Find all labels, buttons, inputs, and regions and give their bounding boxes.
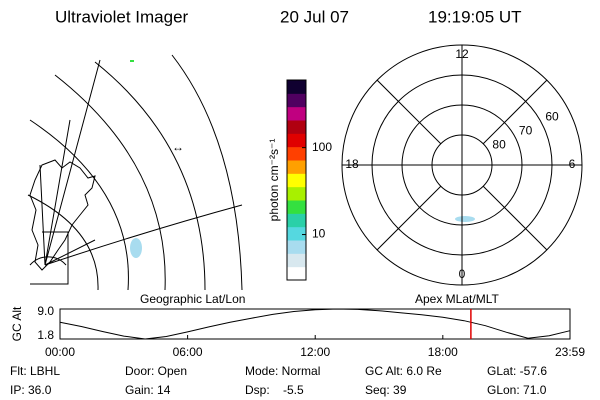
colorbar-swatch xyxy=(287,213,306,228)
colorbar-swatch xyxy=(287,120,306,134)
colorbar-label: photon cm⁻²s⁻¹ xyxy=(267,139,281,222)
time: 19:19:05 UT xyxy=(428,7,522,26)
polar-r-label: 80 xyxy=(492,137,506,151)
map-arc xyxy=(54,74,166,291)
map-frame xyxy=(29,231,69,285)
map-arc xyxy=(27,194,99,291)
colorbar-tick-label: 10 xyxy=(312,227,326,241)
panel-label: Apex MLat/MLT xyxy=(415,292,499,306)
geographic-map: ↔ xyxy=(27,54,243,291)
map-arc xyxy=(29,119,129,291)
status-field: Door: Open xyxy=(125,364,187,378)
y-tick-label: 9.0 xyxy=(37,304,54,318)
colorbar-swatch xyxy=(287,106,306,121)
polar-spoke xyxy=(482,185,548,251)
footer: Flt: LBHL Door: Open Mode: Normal GC Alt: 6… xyxy=(10,364,547,397)
map-tick: ↔ xyxy=(172,140,184,154)
emission xyxy=(130,238,142,258)
panel-label: Geographic Lat/Lon xyxy=(140,292,245,306)
colorbar-swatch xyxy=(287,240,306,254)
colorbar-swatch xyxy=(287,173,306,188)
colorbar-swatch xyxy=(287,200,306,214)
polar-spoke xyxy=(376,185,442,251)
colorbar-swatch xyxy=(287,266,306,281)
polar-theta-label: 18 xyxy=(345,157,359,171)
polar-theta-label: 0 xyxy=(459,267,466,281)
emission xyxy=(130,60,134,62)
status-field: IP: 36.0 xyxy=(10,383,52,397)
map-parallel xyxy=(44,204,243,266)
polar-r-label: 70 xyxy=(519,123,533,137)
colorbar-swatch xyxy=(287,133,306,148)
x-tick-label: 12:00 xyxy=(300,345,330,359)
polar-theta-label: 12 xyxy=(455,47,469,61)
colorbar-tick-label: 100 xyxy=(312,140,332,154)
map-arc xyxy=(171,54,243,291)
coastline xyxy=(29,159,96,271)
status-field: Mode: Normal xyxy=(245,364,320,378)
status-field: GC Alt: 6.0 Re xyxy=(365,364,442,378)
status-field: Gain: 14 xyxy=(125,383,171,397)
map-meridian xyxy=(39,59,101,266)
status-field: Seq: 39 xyxy=(365,383,407,397)
y-tick-label: 1.8 xyxy=(37,328,54,342)
altitude-line xyxy=(59,308,571,340)
polar-spoke xyxy=(376,79,442,145)
colorbar-swatch xyxy=(287,253,306,268)
title: Ultraviolet Imager xyxy=(55,7,189,26)
polar-theta-label: 6 xyxy=(569,157,576,171)
x-tick-label: 18:00 xyxy=(428,345,458,359)
date: 20 Jul 07 xyxy=(280,7,349,26)
status-field: Dsp: -5.5 xyxy=(245,383,304,397)
colorbar-swatch xyxy=(287,93,306,108)
colorbar-swatch xyxy=(287,226,306,241)
y-axis-label: GC Alt xyxy=(10,306,24,341)
emission xyxy=(455,216,475,222)
colorbar-swatch xyxy=(287,160,306,174)
polar-r-label: 60 xyxy=(545,109,559,123)
colorbar-swatch xyxy=(287,80,306,94)
x-tick-label: 06:00 xyxy=(173,345,203,359)
status-field: Flt: LBHL xyxy=(10,364,60,378)
map-arc xyxy=(94,61,206,291)
status-field: GLon: 71.0 xyxy=(487,383,547,397)
polar-spoke xyxy=(482,79,548,145)
x-tick-label: 23:59 xyxy=(555,345,585,359)
colorbar-frame xyxy=(286,79,307,281)
colorbar-swatch xyxy=(287,186,306,201)
x-tick-label: 00:00 xyxy=(45,345,75,359)
status-field: GLat: -57.6 xyxy=(487,364,547,378)
colorbar-swatch xyxy=(287,146,306,161)
